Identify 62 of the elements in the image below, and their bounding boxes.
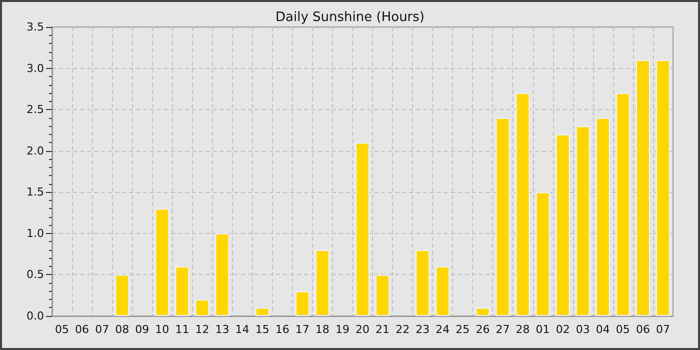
bar bbox=[556, 134, 570, 316]
x-tick-label: 05 bbox=[55, 323, 70, 336]
x-tick-label: 24 bbox=[436, 323, 450, 336]
bar bbox=[295, 291, 310, 316]
x-tick-label: 25 bbox=[456, 323, 470, 336]
x-tick-label: 17 bbox=[295, 323, 310, 336]
bar bbox=[476, 308, 490, 316]
y-tick-label: 3.5 bbox=[26, 20, 44, 34]
x-tick-label: 08 bbox=[115, 323, 130, 336]
x-tick-label: 04 bbox=[596, 323, 610, 336]
x-tick-label: 10 bbox=[155, 323, 170, 336]
x-tick-label: 07 bbox=[95, 323, 110, 336]
x-tick-label: 21 bbox=[376, 323, 390, 336]
x-tick-label: 12 bbox=[195, 323, 210, 336]
x-tick-label: 13 bbox=[215, 323, 230, 336]
bar bbox=[175, 266, 190, 316]
x-tick-label: 23 bbox=[416, 323, 430, 336]
bar bbox=[215, 233, 230, 316]
x-tick-label: 07 bbox=[656, 323, 670, 336]
bar bbox=[596, 118, 610, 316]
x-tick-label: 01 bbox=[536, 323, 550, 336]
y-tick-label: 2.5 bbox=[26, 103, 44, 116]
bar bbox=[376, 274, 390, 316]
y-tick-label: 3.0 bbox=[26, 62, 44, 75]
bar bbox=[195, 299, 210, 316]
x-tick-label: 26 bbox=[476, 323, 490, 336]
x-tick-label: 03 bbox=[576, 323, 590, 336]
x-tick-label: 05 bbox=[616, 323, 630, 336]
bar bbox=[115, 274, 130, 316]
x-tick-label: 15 bbox=[255, 323, 270, 336]
x-tick-label: 20 bbox=[356, 323, 370, 336]
y-tick-label: 1.0 bbox=[26, 226, 44, 240]
bar bbox=[255, 308, 270, 316]
y-tick-label: 1.5 bbox=[26, 186, 44, 199]
bar bbox=[636, 60, 650, 316]
x-tick-label: 16 bbox=[275, 323, 290, 336]
x-tick-label: 09 bbox=[135, 323, 150, 336]
chart-title: Daily Sunshine (Hours) bbox=[276, 10, 424, 25]
x-tick-label: 11 bbox=[175, 323, 190, 336]
x-tick-label: 06 bbox=[75, 323, 90, 336]
x-tick-label: 19 bbox=[335, 323, 350, 336]
x-tick-label: 18 bbox=[315, 323, 330, 336]
bar bbox=[355, 142, 370, 316]
x-tick-label: 27 bbox=[496, 323, 510, 336]
bar bbox=[616, 93, 630, 316]
bar bbox=[315, 250, 330, 316]
y-tick-label: 0.5 bbox=[26, 268, 44, 282]
bar bbox=[656, 60, 670, 316]
bar bbox=[536, 192, 550, 316]
bar bbox=[416, 250, 430, 316]
y-tick-label: 2.0 bbox=[26, 144, 44, 158]
bar bbox=[436, 266, 450, 316]
bar bbox=[516, 93, 530, 316]
x-tick-label: 06 bbox=[636, 323, 650, 336]
bar bbox=[496, 118, 510, 316]
bar bbox=[576, 126, 590, 316]
x-tick-label: 28 bbox=[516, 323, 530, 336]
x-tick-label: 02 bbox=[556, 323, 570, 336]
bar bbox=[155, 208, 170, 316]
y-tick-label: 0.0 bbox=[26, 310, 44, 322]
x-tick-label: 14 bbox=[235, 323, 250, 336]
x-tick-label: 22 bbox=[396, 323, 410, 336]
